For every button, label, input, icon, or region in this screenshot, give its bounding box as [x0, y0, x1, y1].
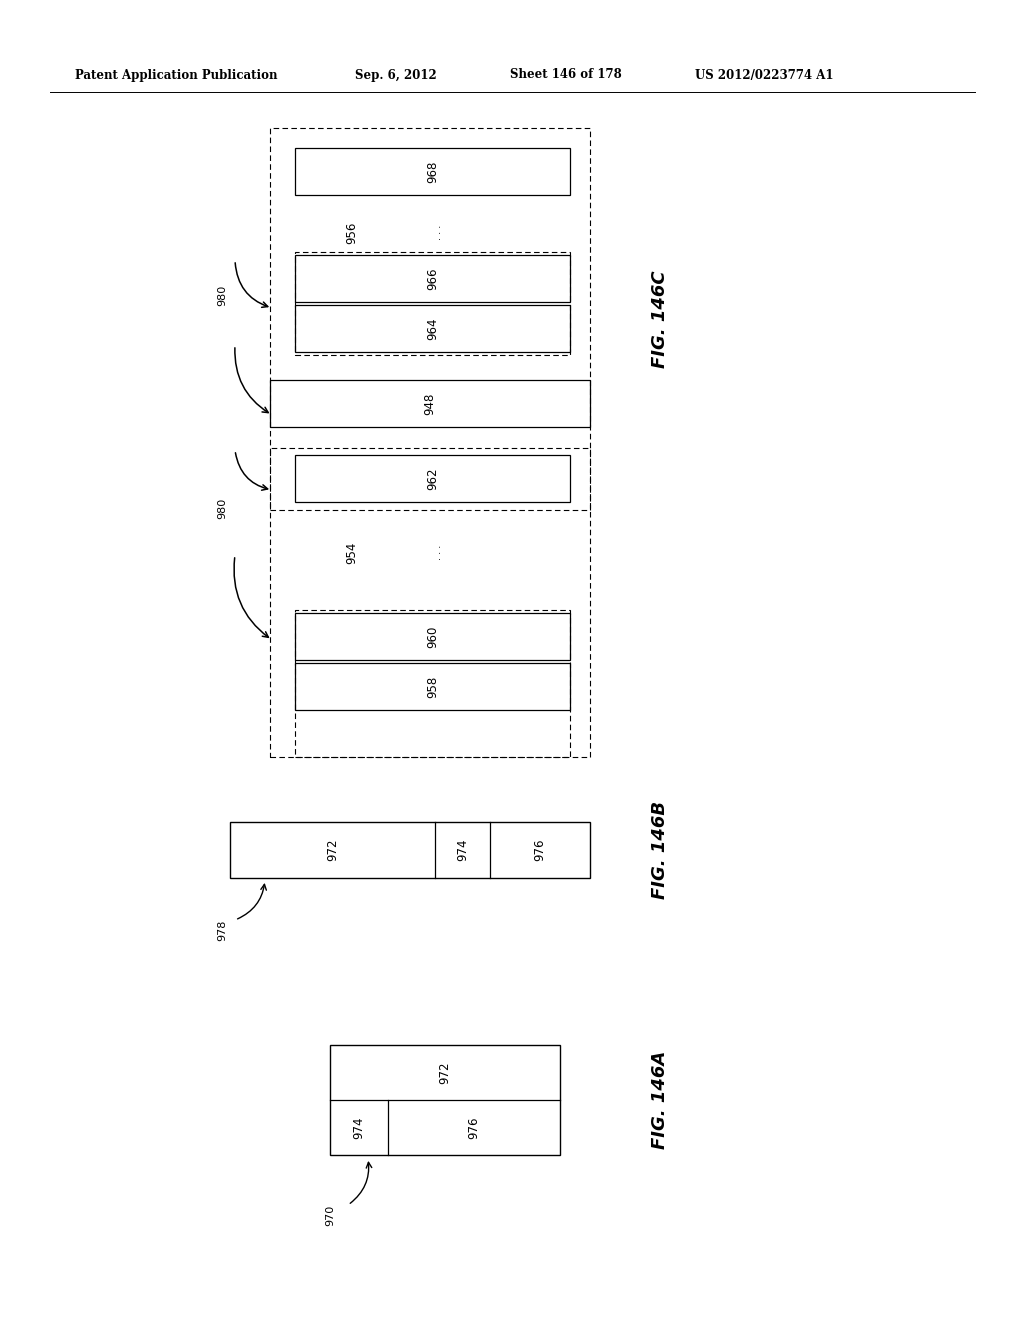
Text: 968: 968 [426, 160, 439, 182]
Bar [295, 663, 570, 710]
Text: 960: 960 [426, 626, 439, 648]
Text: 948: 948 [424, 392, 436, 414]
Text: FIG. 146A: FIG. 146A [651, 1051, 669, 1150]
Bar [230, 822, 590, 878]
Bar [270, 380, 590, 426]
Bar [295, 612, 570, 660]
Text: 974: 974 [456, 838, 469, 861]
Text: 972: 972 [438, 1061, 452, 1084]
Bar [295, 455, 570, 502]
Text: US 2012/0223774 A1: US 2012/0223774 A1 [695, 69, 834, 82]
Text: 958: 958 [426, 676, 439, 698]
Bar [295, 305, 570, 352]
Text: · · ·: · · · [436, 224, 446, 240]
Text: 954: 954 [345, 541, 358, 564]
Bar [270, 447, 590, 756]
Text: Patent Application Publication: Patent Application Publication [75, 69, 278, 82]
Text: Sep. 6, 2012: Sep. 6, 2012 [355, 69, 437, 82]
Text: · · ·: · · · [436, 545, 446, 560]
Bar [295, 252, 570, 355]
Text: 980: 980 [217, 284, 227, 306]
Text: 966: 966 [426, 267, 439, 290]
Text: 970: 970 [325, 1204, 335, 1226]
Text: 962: 962 [426, 467, 439, 490]
Bar [330, 1045, 560, 1155]
Text: 980: 980 [217, 498, 227, 519]
Text: FIG. 146C: FIG. 146C [651, 271, 669, 368]
Bar [295, 255, 570, 302]
Text: FIG. 146B: FIG. 146B [651, 801, 669, 899]
Bar [295, 610, 570, 756]
Text: 964: 964 [426, 317, 439, 339]
Bar [270, 128, 590, 510]
Text: 976: 976 [468, 1117, 480, 1139]
Text: 976: 976 [534, 838, 547, 861]
Bar [295, 148, 570, 195]
Text: 956: 956 [345, 222, 358, 244]
Text: 974: 974 [352, 1117, 366, 1139]
Text: 972: 972 [326, 838, 339, 861]
Text: Sheet 146 of 178: Sheet 146 of 178 [510, 69, 622, 82]
Text: 978: 978 [217, 919, 227, 941]
